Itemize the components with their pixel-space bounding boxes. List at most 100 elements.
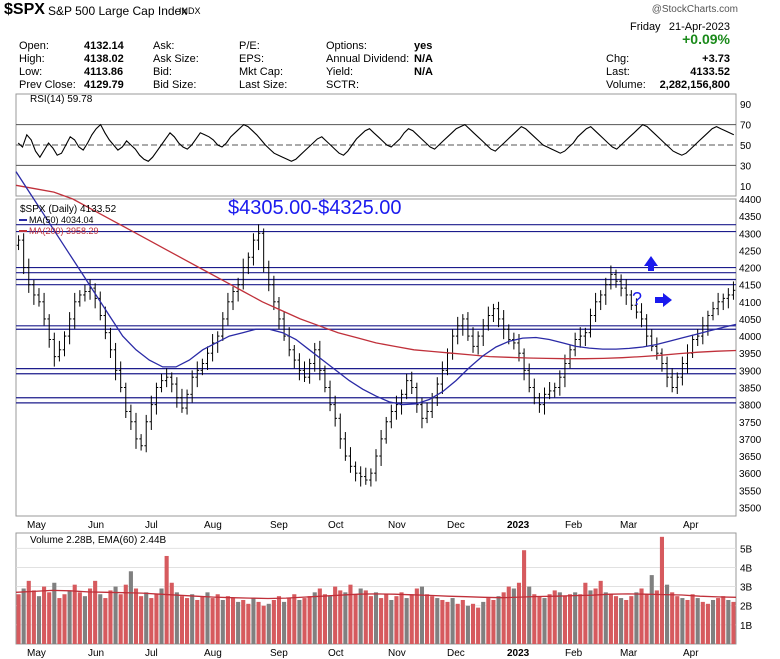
volume-bar <box>537 596 542 644</box>
price-bar <box>318 340 322 381</box>
price-bar <box>665 356 669 388</box>
price-bar <box>558 370 562 396</box>
price-tick-label: 3750 <box>739 418 762 429</box>
volume-bar <box>292 594 297 644</box>
price-bar <box>476 331 480 355</box>
volume-tick-label: 4B <box>740 563 753 574</box>
volume-bar <box>133 588 139 644</box>
stockcharts-logo[interactable]: @StockCharts.com <box>651 4 738 15</box>
price-bar <box>251 233 256 266</box>
volume-bar <box>93 580 98 644</box>
volume-bar <box>205 592 210 644</box>
price-bar <box>675 372 680 394</box>
price-tick-label: 4000 <box>739 332 762 343</box>
price-bar <box>527 363 531 393</box>
price-bar <box>103 306 108 340</box>
volume-bar <box>532 594 537 644</box>
price-tick-label: 4250 <box>739 246 762 257</box>
volume-bar <box>629 596 634 644</box>
volume-bar <box>108 590 113 644</box>
price-bar <box>461 314 465 336</box>
price-tick-label: 3600 <box>739 469 762 480</box>
volume-bar <box>373 592 379 644</box>
volume-xaxis-label: Oct <box>328 648 344 659</box>
volume-bar <box>113 586 118 644</box>
price-bar <box>312 342 317 372</box>
volume-bar <box>57 598 62 644</box>
volume-xaxis-label: Nov <box>388 648 406 659</box>
price-xaxis-label: Aug <box>204 520 222 531</box>
price-bar <box>384 416 389 444</box>
price-bar <box>721 293 726 311</box>
volume-bar <box>139 596 144 644</box>
volume-xaxis-label: Dec <box>447 648 465 659</box>
price-bar <box>62 331 67 357</box>
volume-bar <box>547 594 552 644</box>
price-bar <box>435 377 440 406</box>
price-bar <box>236 277 240 302</box>
quote-label: High: <box>19 53 45 65</box>
price-xaxis-label: Feb <box>565 520 583 531</box>
quote-label: Annual Dividend: <box>326 53 410 65</box>
volume-xaxis-label: Jul <box>145 648 158 659</box>
quote-label: Open: <box>19 40 49 52</box>
volume-bar <box>491 599 496 644</box>
volume-bar <box>639 588 644 644</box>
volume-bar <box>731 601 736 644</box>
price-bar <box>42 292 46 326</box>
price-bar <box>302 361 307 383</box>
price-bar <box>573 332 577 357</box>
quote-label: Yield: <box>326 66 354 78</box>
volume-bar <box>190 594 195 644</box>
quote-label: Last: <box>606 66 630 78</box>
volume-bar <box>608 594 613 644</box>
volume-bar <box>128 571 133 644</box>
volume-bar <box>42 586 47 644</box>
volume-bar <box>659 536 665 644</box>
rsi-tick-label: 30 <box>740 161 752 172</box>
volume-bar <box>169 582 174 644</box>
ma50-legend: MA(50) 4034.04 <box>29 215 94 225</box>
price-bar <box>169 372 174 393</box>
price-bar <box>261 228 266 273</box>
question-marker: ? <box>632 289 642 309</box>
volume-bar <box>72 584 77 644</box>
price-bar <box>501 310 506 340</box>
volume-xaxis-label: Jun <box>88 648 104 659</box>
volume-bar <box>103 598 108 644</box>
price-tick-label: 3650 <box>739 452 762 463</box>
price-tick-label: 4400 <box>739 195 762 206</box>
volume-bar <box>465 605 470 644</box>
quote-label: EPS: <box>239 53 265 65</box>
volume-bar <box>588 590 593 644</box>
volume-bar <box>87 588 93 644</box>
price-bar <box>266 260 271 292</box>
quote-value: 4113.86 <box>84 66 124 78</box>
price-bar <box>343 432 348 461</box>
quote-label: SCTR: <box>326 79 359 91</box>
price-bar <box>481 318 486 347</box>
volume-bar <box>200 596 205 644</box>
price-bar <box>328 380 332 412</box>
rsi-tick-label: 10 <box>740 182 752 193</box>
volume-bar <box>185 598 190 644</box>
right-arrow-icon <box>655 293 672 307</box>
volume-bar <box>690 594 695 644</box>
volume-bar <box>409 594 414 644</box>
price-bar <box>358 466 363 487</box>
quote-value: 4133.52 <box>690 66 730 78</box>
price-bar <box>522 348 526 381</box>
price-bar <box>680 356 685 386</box>
price-bar <box>353 461 358 482</box>
price-bar <box>210 334 215 362</box>
volume-bar <box>358 588 363 644</box>
price-bar <box>537 392 542 413</box>
quote-label: P/E: <box>239 40 260 52</box>
price-bar <box>363 467 368 485</box>
price-bar <box>292 344 297 369</box>
price-bar <box>379 429 383 466</box>
volume-bar <box>179 596 185 644</box>
price-bar <box>175 377 179 408</box>
volume-bar <box>225 596 230 644</box>
price-bar <box>72 292 77 329</box>
